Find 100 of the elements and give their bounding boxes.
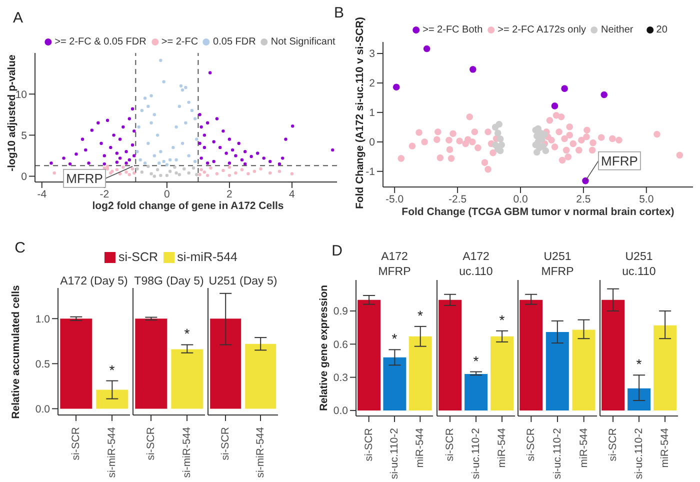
chart-title: A172 MFRP <box>378 250 411 280</box>
point <box>398 155 405 162</box>
y-tick-label: 0 <box>369 136 376 149</box>
annotation: * <box>417 307 424 324</box>
point <box>180 142 184 145</box>
point <box>130 107 134 110</box>
point <box>252 170 256 173</box>
point <box>200 156 203 160</box>
point <box>228 138 232 141</box>
point <box>290 172 294 176</box>
x-tick-label: si-SCR <box>145 426 157 460</box>
point <box>564 154 572 160</box>
point <box>132 129 136 133</box>
point <box>228 166 232 169</box>
point <box>433 136 440 143</box>
point <box>198 113 202 116</box>
point <box>218 146 222 150</box>
point <box>162 160 166 164</box>
point <box>566 132 574 139</box>
x-tick-label: 4 <box>289 188 296 200</box>
point <box>158 162 161 165</box>
x-tick-label: miR-544 <box>578 428 590 468</box>
x-tick-label: 0 <box>164 188 170 200</box>
point <box>281 156 284 160</box>
point <box>200 168 203 172</box>
point <box>676 152 684 159</box>
point <box>62 156 66 160</box>
point <box>150 121 153 124</box>
x-tick-label: si-uc.110-2 <box>633 428 645 480</box>
point <box>570 140 577 148</box>
point <box>106 164 110 168</box>
point <box>466 113 474 120</box>
point <box>90 128 94 132</box>
point <box>96 121 100 124</box>
bar <box>408 336 432 410</box>
point <box>246 172 250 176</box>
point <box>434 128 442 136</box>
point <box>558 113 565 120</box>
point <box>174 125 178 129</box>
point <box>152 113 156 116</box>
point <box>74 152 78 156</box>
point <box>446 136 452 144</box>
point <box>178 173 182 176</box>
point <box>193 160 197 164</box>
y-tick-label: 0 <box>21 170 28 183</box>
annotation: * <box>392 330 398 347</box>
y-tick-label: -1 <box>366 166 376 178</box>
x-tick-label: si-SCR <box>362 428 375 462</box>
point <box>278 162 282 166</box>
point <box>228 174 232 178</box>
x-tick-label: miR-544 <box>659 428 671 468</box>
point <box>132 154 136 158</box>
point <box>180 88 184 92</box>
point <box>561 85 568 92</box>
y-axis-title: -log10 adjusted p-value <box>6 54 18 172</box>
point <box>206 121 210 124</box>
annotation: * <box>636 356 642 372</box>
point <box>654 130 660 138</box>
point <box>215 117 219 120</box>
point <box>102 162 106 166</box>
y-tick-label: 0.5 <box>35 358 50 370</box>
point <box>533 148 540 156</box>
x-tick-label: si-miR-544 <box>254 426 266 478</box>
x-tick-label: 0.0 <box>513 193 528 206</box>
point <box>423 45 430 52</box>
text: 20 <box>656 24 668 36</box>
point <box>259 167 262 170</box>
x-tick-label: miR-544 <box>496 428 508 468</box>
x-tick-label: -4 <box>37 188 47 200</box>
point <box>496 147 504 154</box>
annotation: * <box>499 312 506 328</box>
point <box>284 138 288 141</box>
point <box>481 159 488 166</box>
point <box>234 171 238 175</box>
point <box>146 104 150 108</box>
point <box>450 130 456 138</box>
point <box>165 174 169 178</box>
bar <box>383 357 406 410</box>
point <box>118 138 122 141</box>
legend-label: si-SCR <box>118 250 158 264</box>
point <box>421 138 428 146</box>
point <box>590 139 596 146</box>
point <box>464 136 472 143</box>
point <box>198 142 202 145</box>
point <box>490 149 496 156</box>
point <box>609 135 616 142</box>
point <box>124 150 128 154</box>
y-tick-label: 0.0 <box>333 405 348 418</box>
point <box>159 174 162 178</box>
point <box>132 171 136 175</box>
legend-label: si-miR-544 <box>177 250 238 264</box>
legend-label: >= 2-FC Both <box>422 24 483 36</box>
point <box>115 168 119 172</box>
point <box>128 173 132 176</box>
point <box>548 136 555 144</box>
text: C <box>14 240 26 256</box>
x-tick-label: -5.0 <box>386 193 404 206</box>
point <box>150 94 153 98</box>
point <box>392 84 400 90</box>
point <box>237 142 240 145</box>
